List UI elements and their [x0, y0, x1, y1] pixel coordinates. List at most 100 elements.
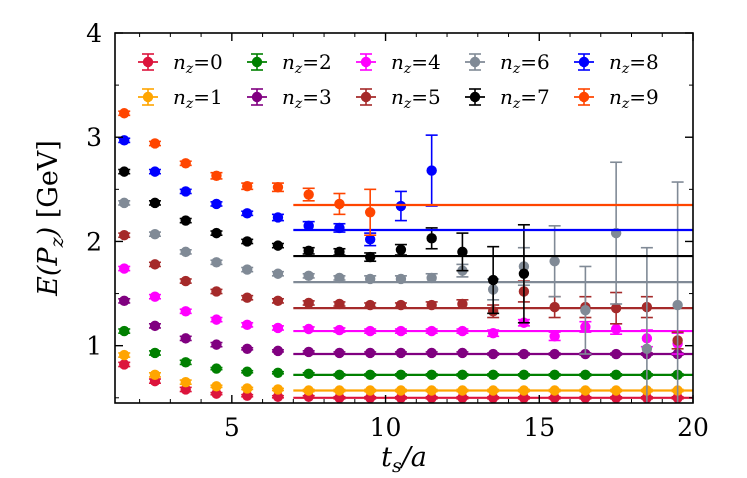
- data-point: [211, 381, 222, 392]
- data-point: [334, 246, 345, 258]
- legend-marker-dot: [251, 91, 263, 103]
- data-point: [364, 385, 376, 396]
- legend-label: nz=7: [500, 85, 550, 112]
- data-point: [303, 385, 314, 396]
- data-point: [180, 384, 191, 395]
- data-point: [426, 347, 437, 359]
- data-point: [610, 348, 622, 360]
- data-point: [334, 222, 345, 234]
- data-point: [242, 208, 253, 219]
- data-point: [149, 138, 161, 149]
- data-point: [303, 245, 314, 257]
- x-tick-label: 20: [677, 413, 709, 442]
- legend-entry-5: nz=5: [356, 85, 441, 112]
- legend-entry-3: nz=3: [247, 85, 332, 112]
- data-point: [580, 385, 591, 396]
- axes-frame: [114, 32, 694, 404]
- data-point: [242, 236, 253, 247]
- data-point: [303, 270, 314, 282]
- data-point: [457, 347, 468, 359]
- y-tick-label: 3: [86, 123, 102, 152]
- legend-label: nz=0: [173, 50, 223, 77]
- data-point: [303, 323, 314, 335]
- data-point: [364, 273, 376, 285]
- data-point: [180, 186, 191, 197]
- axes: 5 10 15 20 1 2 3 4 ts/a E(Pz) [GeV]: [33, 19, 709, 477]
- data-point: [457, 392, 468, 403]
- legend-marker-dot: [142, 56, 154, 68]
- data-point: [272, 384, 284, 395]
- legend-label: nz=9: [609, 85, 659, 112]
- data-point: [211, 227, 222, 239]
- data-point: [149, 259, 161, 270]
- data-point: [149, 291, 161, 302]
- legend-entry-4: nz=4: [356, 50, 441, 77]
- legend: nz=0 nz=1 nz=2 nz=3 nz=4 nz=5 nz=6 nz=7 nz=8 nz=9: [138, 50, 659, 112]
- data-point: [457, 369, 468, 381]
- data-point: [242, 383, 253, 394]
- data-point: [457, 298, 468, 310]
- legend-marker-dot: [142, 91, 154, 103]
- data-point: [641, 343, 653, 355]
- data-point: [272, 240, 284, 251]
- data-point: [426, 385, 437, 396]
- data-point: [395, 369, 407, 381]
- legend-entry-8: nz=8: [574, 50, 659, 77]
- data-point: [426, 299, 437, 311]
- data-point: [272, 322, 284, 334]
- data-point: [364, 392, 376, 403]
- data-point: [211, 314, 222, 325]
- data-point: [119, 349, 130, 361]
- data-point: [180, 357, 191, 368]
- series-9: [118, 108, 693, 236]
- data-point: [242, 319, 253, 331]
- data-point: [364, 369, 376, 381]
- data-point: [119, 108, 130, 119]
- legend-entry-6: nz=6: [465, 50, 550, 77]
- data-point: [487, 392, 499, 403]
- data-point: [426, 369, 437, 381]
- data-point: [303, 297, 314, 309]
- data-point: [457, 325, 468, 337]
- legend-marker-dot: [251, 56, 263, 68]
- data-point: [149, 347, 161, 359]
- data-point: [549, 392, 560, 403]
- data-point: [672, 299, 683, 311]
- data-point: [334, 272, 345, 284]
- series-group: [118, 108, 693, 403]
- legend-label: nz=4: [391, 50, 441, 77]
- data-point: [180, 215, 191, 226]
- legend-label: nz=8: [609, 50, 659, 77]
- data-point: [149, 197, 161, 209]
- data-point: [364, 251, 376, 263]
- data-point: [272, 391, 284, 402]
- data-point: [364, 299, 376, 311]
- data-point: [549, 385, 560, 396]
- data-point: [518, 369, 530, 381]
- legend-marker-dot: [469, 56, 481, 68]
- data-point: [272, 212, 284, 223]
- legend-label: nz=5: [391, 85, 441, 112]
- data-point: [272, 268, 284, 279]
- legend-marker-dot: [469, 91, 481, 103]
- data-point: [610, 385, 622, 396]
- data-point: [180, 158, 191, 169]
- data-point: [211, 363, 222, 374]
- data-point: [119, 197, 130, 209]
- data-point: [426, 165, 437, 176]
- legend-label: nz=3: [282, 85, 332, 112]
- data-point: [549, 369, 560, 381]
- data-point: [334, 385, 345, 396]
- legend-marker-dot: [360, 91, 372, 103]
- x-tick-label: 15: [523, 413, 555, 442]
- data-point: [334, 392, 345, 403]
- data-point: [518, 348, 530, 360]
- x-tick-label: 10: [370, 413, 402, 442]
- legend-entry-2: nz=2: [247, 50, 332, 77]
- data-point: [487, 348, 499, 360]
- series-4: [118, 263, 693, 355]
- data-point: [119, 229, 130, 241]
- data-point: [334, 347, 345, 359]
- data-point: [426, 233, 437, 244]
- data-point: [457, 385, 468, 396]
